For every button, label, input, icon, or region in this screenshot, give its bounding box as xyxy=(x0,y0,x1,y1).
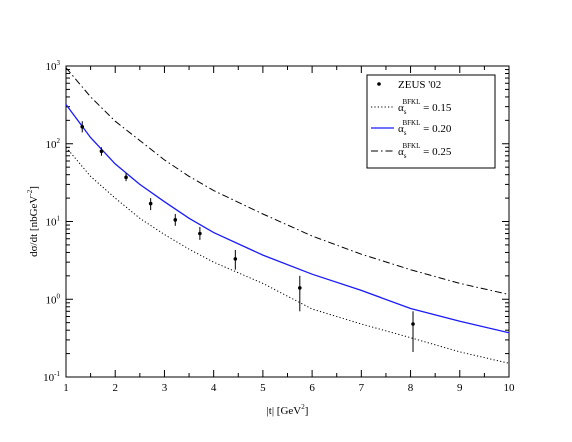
y-axis-label: dσ/dt [nbGeV-2] xyxy=(26,186,40,257)
y-tick-label: 102 xyxy=(46,137,61,151)
legend-label-data: ZEUS '02 xyxy=(398,79,441,91)
y-tick-exponent: 1 xyxy=(57,215,61,223)
legend-label-0: αsBFKL = 0.15 xyxy=(398,98,452,116)
y-tick-exponent: 2 xyxy=(57,137,61,145)
x-tick-label: 1 xyxy=(63,382,69,394)
y-tick-exponent: 0 xyxy=(57,292,61,300)
x-tick-label: 6 xyxy=(309,382,315,394)
data-point xyxy=(99,149,104,154)
x-tick-label: 4 xyxy=(211,382,217,394)
series-line-1 xyxy=(65,104,510,334)
y-tick-label: 10-1 xyxy=(43,370,60,384)
series-line-2 xyxy=(65,67,510,295)
legend-label-2: αsBFKL = 0.25 xyxy=(398,142,452,160)
data-point xyxy=(80,125,85,129)
data-point xyxy=(124,175,128,180)
data-point xyxy=(148,201,153,206)
x-tick-label: 8 xyxy=(408,382,414,394)
data-point xyxy=(198,231,202,236)
legend-box xyxy=(366,74,496,169)
y-tick-label: 103 xyxy=(46,59,61,73)
x-tick-label: 9 xyxy=(457,382,463,394)
y-tick-exponent: -1 xyxy=(54,370,60,378)
y-tick-exponent: 3 xyxy=(57,59,61,67)
x-tick-label: 5 xyxy=(260,382,266,394)
legend-label-1: αsBFKL = 0.20 xyxy=(398,119,452,137)
x-tick-label: 10 xyxy=(504,382,516,394)
data-point xyxy=(298,286,302,290)
x-tick-label: 2 xyxy=(112,382,118,394)
y-tick-label: 101 xyxy=(46,215,61,229)
series-line-0 xyxy=(65,146,510,364)
x-tick-label: 7 xyxy=(359,382,365,394)
x-axis-label: |t| [GeV2] xyxy=(267,403,309,417)
data-point xyxy=(411,322,415,326)
data-point xyxy=(173,218,178,222)
data-point xyxy=(233,257,238,261)
y-tick-label: 100 xyxy=(46,292,61,306)
x-tick-label: 3 xyxy=(162,382,168,394)
legend-marker-data xyxy=(377,82,381,86)
